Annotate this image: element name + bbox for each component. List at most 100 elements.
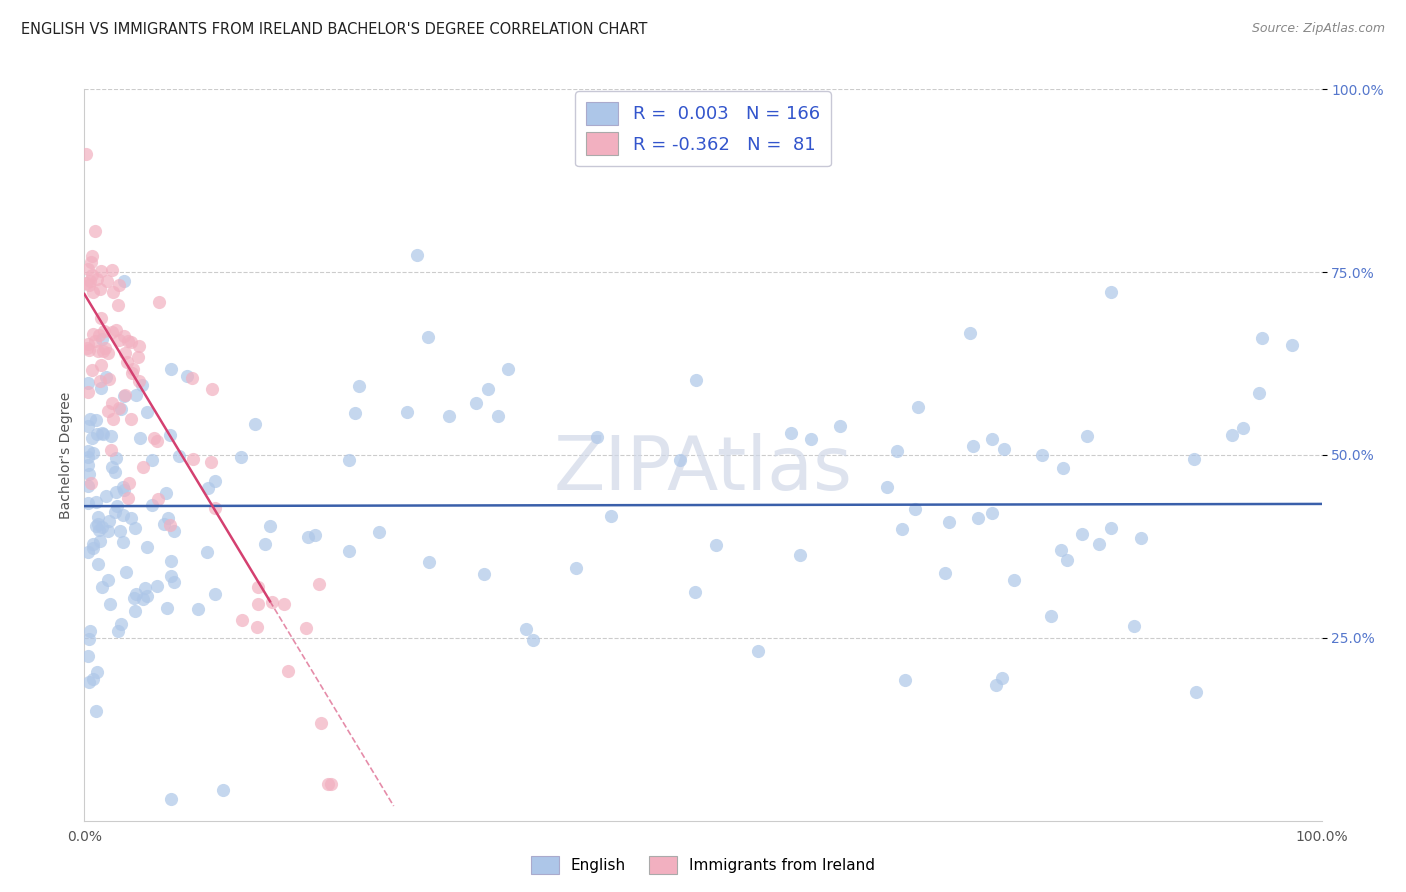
- Point: [125, 388, 148, 402]
- Point: [405, 248, 427, 262]
- Point: [97, 524, 120, 538]
- Point: [181, 452, 204, 467]
- Point: [212, 783, 235, 797]
- Point: [136, 590, 159, 604]
- Point: [76, 385, 98, 400]
- Point: [669, 453, 692, 467]
- Point: [93, 341, 115, 355]
- Point: [104, 485, 127, 500]
- Point: [311, 716, 333, 731]
- Point: [1040, 609, 1063, 624]
- Point: [160, 791, 183, 805]
- Point: [100, 396, 122, 410]
- Point: [86, 509, 108, 524]
- Point: [344, 407, 367, 421]
- Point: [1031, 448, 1053, 462]
- Point: [75, 146, 97, 161]
- Point: [77, 467, 100, 482]
- Point: [114, 346, 136, 360]
- Point: [297, 530, 319, 544]
- Point: [162, 575, 184, 590]
- Point: [97, 574, 120, 588]
- Point: [79, 411, 101, 425]
- Point: [86, 516, 108, 531]
- Point: [136, 540, 159, 554]
- Point: [89, 534, 111, 549]
- Point: [907, 400, 929, 414]
- Legend: R =  0.003   N = 166, R = -0.362   N =  81: R = 0.003 N = 166, R = -0.362 N = 81: [575, 91, 831, 166]
- Point: [295, 622, 318, 636]
- Text: ENGLISH VS IMMIGRANTS FROM IRELAND BACHELOR'S DEGREE CORRELATION CHART: ENGLISH VS IMMIGRANTS FROM IRELAND BACHE…: [21, 22, 648, 37]
- Point: [122, 362, 145, 376]
- Point: [1281, 338, 1303, 352]
- Point: [347, 379, 370, 393]
- Point: [124, 587, 146, 601]
- Point: [79, 632, 101, 646]
- Point: [94, 489, 117, 503]
- Point: [107, 499, 129, 513]
- Point: [112, 535, 135, 549]
- Point: [155, 486, 177, 500]
- Point: [82, 537, 104, 551]
- Point: [246, 597, 269, 611]
- Point: [108, 401, 131, 415]
- Point: [886, 444, 908, 458]
- Point: [586, 430, 609, 444]
- Point: [101, 412, 124, 426]
- Point: [245, 620, 267, 634]
- Point: [146, 579, 169, 593]
- Point: [1130, 531, 1153, 545]
- Point: [75, 276, 97, 290]
- Point: [86, 272, 108, 286]
- Point: [259, 518, 281, 533]
- Point: [231, 450, 253, 464]
- Point: [368, 524, 391, 539]
- Point: [986, 678, 1008, 692]
- Point: [685, 373, 707, 387]
- Point: [134, 581, 156, 595]
- Point: [101, 459, 124, 474]
- Point: [779, 426, 801, 441]
- Point: [107, 624, 129, 639]
- Point: [79, 274, 101, 288]
- Point: [704, 538, 727, 552]
- Point: [1002, 573, 1025, 587]
- Point: [938, 516, 960, 530]
- Point: [197, 481, 219, 495]
- Point: [934, 566, 956, 581]
- Point: [100, 428, 122, 442]
- Point: [77, 419, 100, 434]
- Point: [112, 480, 135, 494]
- Point: [114, 387, 136, 401]
- Point: [93, 325, 115, 339]
- Point: [86, 665, 108, 679]
- Point: [115, 355, 138, 369]
- Point: [82, 446, 104, 460]
- Point: [828, 418, 851, 433]
- Point: [82, 327, 104, 342]
- Point: [231, 613, 253, 627]
- Point: [993, 442, 1015, 457]
- Point: [991, 672, 1014, 686]
- Point: [157, 511, 180, 525]
- Point: [90, 580, 112, 594]
- Point: [80, 362, 103, 376]
- Point: [93, 343, 115, 358]
- Point: [141, 498, 163, 512]
- Point: [77, 545, 100, 559]
- Point: [148, 295, 170, 310]
- Point: [337, 544, 360, 558]
- Y-axis label: Bachelor's Degree: Bachelor's Degree: [59, 392, 73, 518]
- Point: [104, 465, 127, 479]
- Point: [204, 587, 226, 601]
- Point: [967, 511, 990, 525]
- Point: [416, 329, 439, 343]
- Point: [1056, 553, 1078, 567]
- Point: [1185, 685, 1208, 699]
- Point: [477, 382, 499, 396]
- Point: [91, 520, 114, 534]
- Point: [472, 566, 495, 581]
- Point: [131, 378, 153, 392]
- Point: [160, 361, 183, 376]
- Point: [277, 664, 299, 678]
